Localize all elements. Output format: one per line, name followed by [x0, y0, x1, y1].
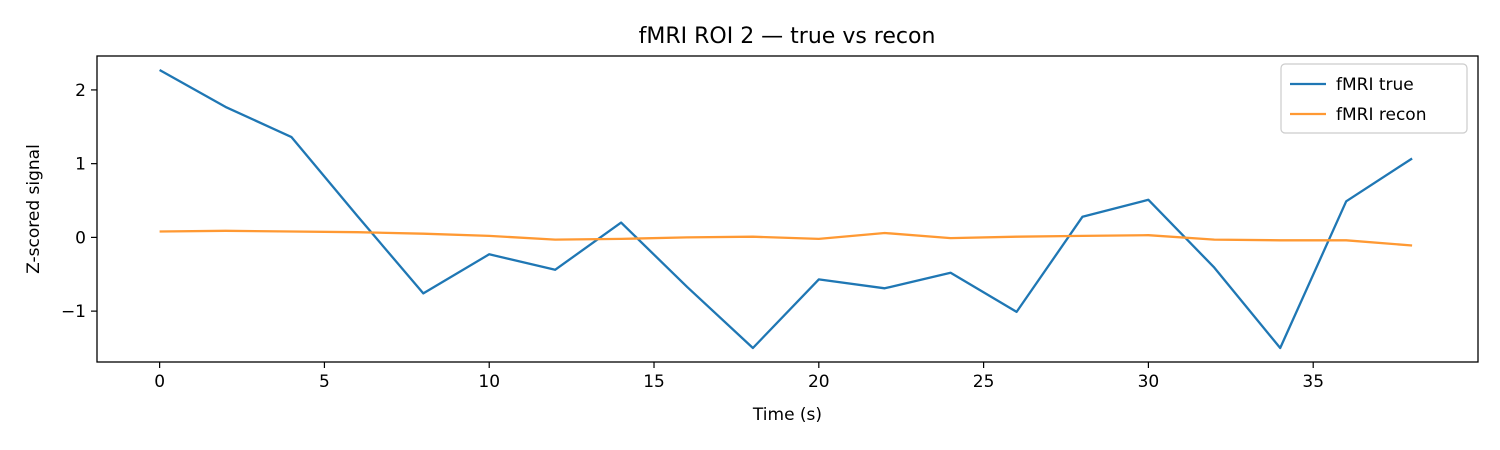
series-line-2 [159, 229, 1413, 247]
y-tick-label: 2 [75, 81, 86, 101]
legend-label-2: fMRI recon [1336, 105, 1426, 125]
chart-title: fMRI ROI 2 — true vs recon [639, 24, 936, 49]
axis-ticks: 0 5 10 15 20 25 30 35 −1 0 1 2 [61, 81, 1324, 392]
x-tick-label: 10 [478, 372, 500, 392]
plot-area [159, 68, 1413, 350]
series-line-1 [159, 68, 1413, 350]
x-tick-label: 5 [319, 372, 330, 392]
legend-label-1: fMRI true [1336, 75, 1414, 95]
y-tick-label: −1 [61, 302, 86, 322]
y-tick-label: 1 [75, 155, 86, 175]
y-axis-label: Z-scored signal [24, 144, 44, 274]
y-tick-label: 0 [75, 228, 86, 248]
x-tick-label: 25 [973, 372, 995, 392]
legend-box [1280, 63, 1468, 134]
x-tick-label: 20 [808, 372, 830, 392]
x-tick-label: 30 [1138, 372, 1160, 392]
plot-frame [96, 55, 1479, 363]
x-axis-label: Time (s) [752, 405, 822, 425]
x-tick-label: 15 [643, 372, 665, 392]
x-tick-label: 35 [1302, 372, 1324, 392]
legend: fMRI true fMRI recon [1280, 63, 1468, 134]
x-tick-label: 0 [154, 372, 165, 392]
